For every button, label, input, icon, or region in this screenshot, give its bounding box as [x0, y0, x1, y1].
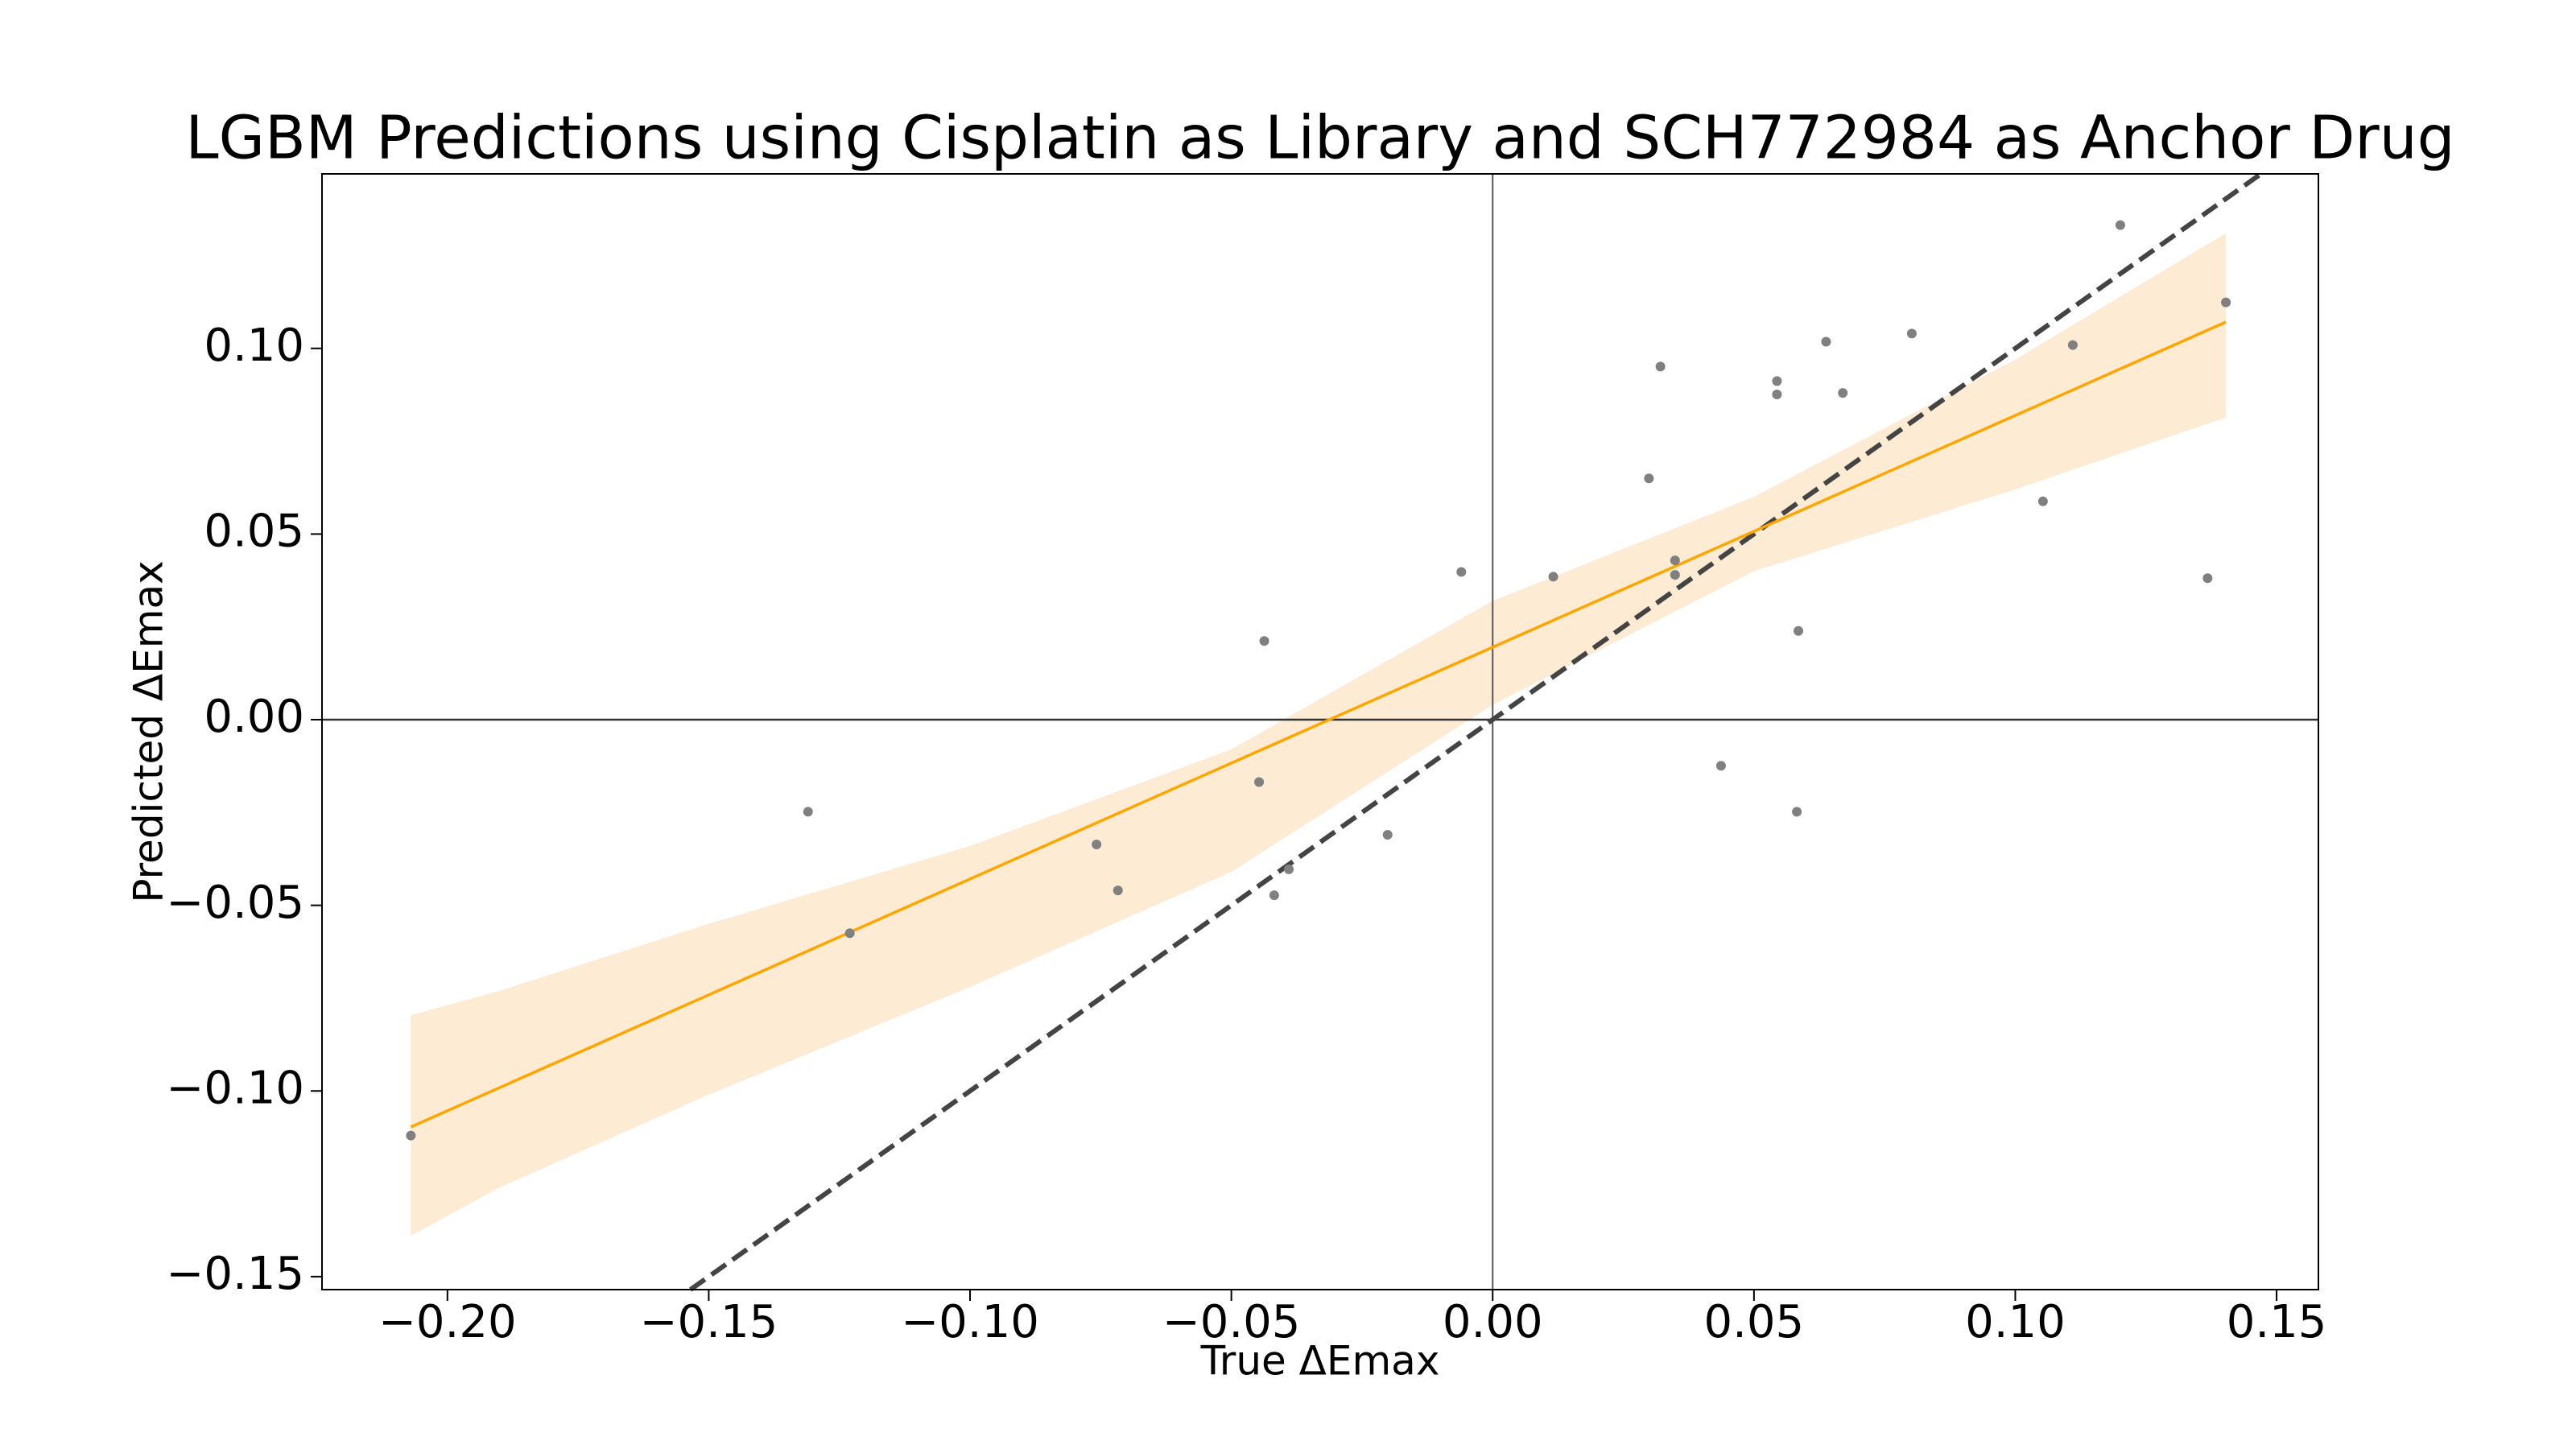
data-point: [1259, 636, 1269, 646]
data-point: [1113, 886, 1123, 896]
x-axis-label: True ΔEmax: [1200, 1338, 1440, 1385]
x-tick-label: −0.05: [1162, 1296, 1301, 1348]
data-point: [2067, 340, 2078, 350]
data-point: [1644, 473, 1654, 484]
data-point: [1794, 625, 1804, 636]
data-point: [2202, 573, 2213, 584]
data-point: [1254, 777, 1265, 787]
y-tick-label: −0.10: [166, 1062, 304, 1114]
x-tick-label: −0.20: [378, 1296, 517, 1348]
data-point: [1284, 864, 1294, 874]
data-point: [1670, 570, 1680, 580]
x-tick-label: −0.15: [640, 1296, 778, 1348]
x-tick-label: −0.10: [901, 1296, 1039, 1348]
data-point: [406, 1130, 416, 1141]
y-tick-label: 0.10: [204, 320, 304, 372]
data-point: [1655, 361, 1666, 372]
data-point: [1548, 572, 1558, 582]
data-point: [1092, 839, 1102, 849]
data-point: [1269, 890, 1279, 901]
x-tick-label: 0.10: [1965, 1296, 2066, 1348]
y-tick-label: 0.05: [204, 506, 304, 558]
data-point: [1715, 761, 1726, 771]
data-point: [1772, 389, 1782, 399]
y-axis-label: Predicted ΔEmax: [126, 560, 172, 902]
y-tick-label: −0.05: [166, 877, 304, 929]
fit-line: [410, 320, 2227, 1129]
data-point: [1772, 376, 1782, 386]
data-point: [1906, 328, 1917, 339]
data-point: [803, 807, 813, 817]
data-point: [1456, 567, 1467, 577]
identity-line: [688, 171, 2263, 1292]
x-tick-label: 0.05: [1704, 1296, 1805, 1348]
data-point: [2115, 220, 2125, 230]
data-point: [1792, 807, 1802, 817]
plot-frame: [321, 173, 2319, 1290]
data-point: [1821, 336, 1831, 347]
data-point: [2221, 297, 2231, 308]
confidence-band: [411, 233, 2227, 1236]
data-point: [2037, 496, 2048, 506]
data-point: [1838, 388, 1848, 398]
x-tick-label: 0.15: [2227, 1296, 2327, 1348]
y-tick-label: 0.00: [204, 691, 304, 743]
chart-title: LGBM Predictions using Cisplatin as Libr…: [185, 104, 2454, 173]
data-point: [1670, 555, 1680, 566]
data-point: [844, 928, 855, 939]
data-point: [1382, 829, 1393, 840]
y-tick-label: −0.15: [166, 1248, 304, 1300]
x-tick-label: 0.00: [1443, 1296, 1543, 1348]
